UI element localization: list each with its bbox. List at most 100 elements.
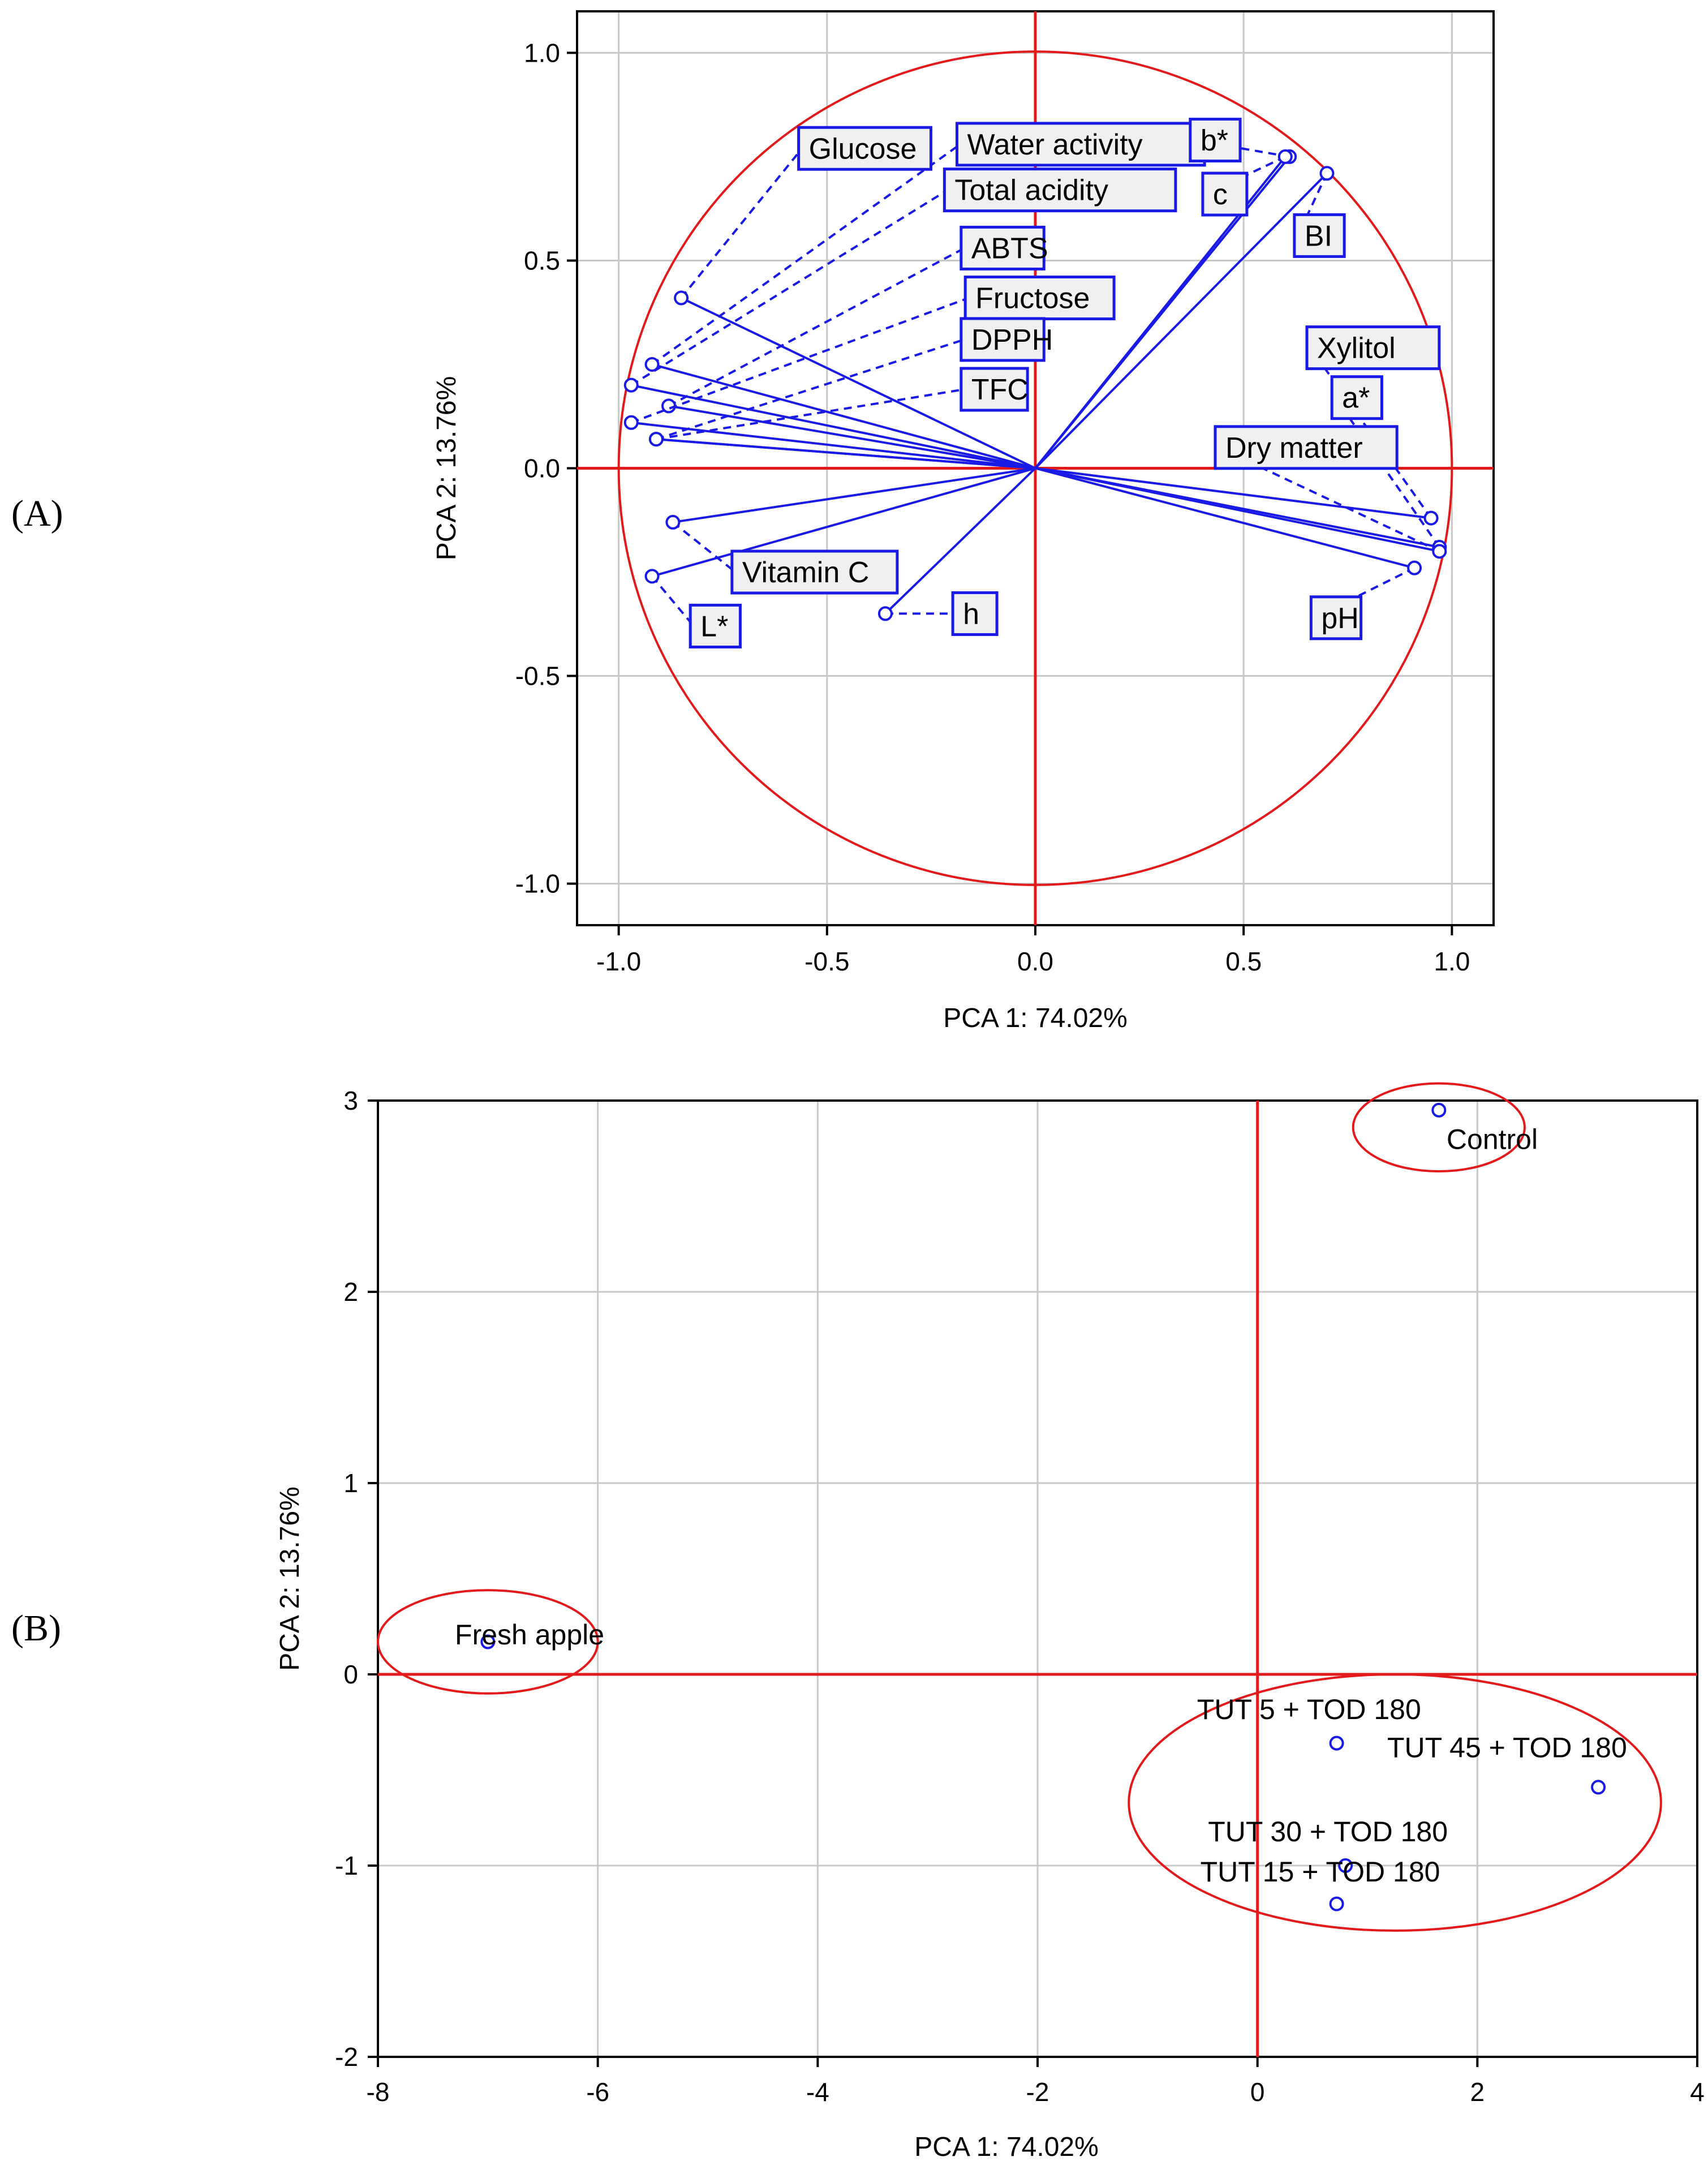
loading-label-abts: ABTS [971, 232, 1048, 265]
score-point-fresh-apple [480, 1634, 496, 1649]
leader-line-a [1334, 397, 1440, 548]
loading-point-glucose [674, 290, 689, 306]
leader-line-glucose [680, 147, 803, 299]
loading-point-h [877, 606, 893, 621]
loading-vector-h [884, 467, 1036, 615]
loading-label-fructose: Fructose [975, 282, 1090, 315]
loading-point-l [644, 569, 660, 584]
loading-point-water-activity [644, 356, 660, 372]
loading-vector-water-activity [652, 363, 1036, 470]
leader-line-total-acidity [630, 188, 949, 386]
loading-vector-dry-matter [1035, 467, 1440, 553]
x-tick-label: -4 [806, 2077, 829, 2107]
label-box-vitamin-c [730, 549, 899, 595]
loading-vector-l [652, 467, 1036, 578]
loading-vector-ph [1035, 467, 1415, 569]
y-tick-label: 0.0 [524, 454, 560, 483]
loading-label-tfc: TFC [971, 373, 1029, 406]
y-tick-label: 0 [343, 1660, 358, 1689]
loading-point-vitamin-c [665, 514, 681, 530]
loading-label-glucose: Glucose [809, 132, 917, 165]
loading-label-dry-matter: Dry matter [1225, 432, 1363, 465]
x-tick-label: 0.0 [1017, 947, 1053, 976]
group-ellipse-control [1352, 1082, 1526, 1173]
loading-label-l: L* [700, 610, 728, 643]
y-tick-label: -0.5 [515, 661, 560, 691]
score-point-tut-5-tod-180 [1329, 1735, 1344, 1751]
score-label-tut-30-tod-180: TUT 30 + TOD 180 [1208, 1816, 1448, 1848]
loading-point-bi [1319, 166, 1335, 181]
y-tick-label: 3 [343, 1086, 358, 1115]
label-box-a [1330, 375, 1383, 420]
loading-label-bi: BI [1305, 220, 1332, 252]
loading-label-vitamin-c: Vitamin C [742, 556, 869, 589]
score-label-fresh-apple: Fresh apple [455, 1619, 604, 1651]
loading-point-dry-matter [1432, 544, 1447, 559]
x-tick-label: -2 [1026, 2077, 1049, 2107]
loading-vector-xylitol [1035, 467, 1431, 519]
loading-point-fructose [623, 415, 639, 430]
x-tick-label: 1.0 [1434, 947, 1470, 976]
loading-label-h: h [963, 598, 979, 630]
label-box-ph [1309, 595, 1363, 641]
label-box-bi [1293, 213, 1346, 258]
y-axis-title: PCA 2: 13.76% [432, 376, 462, 561]
loading-point-c [1277, 149, 1293, 164]
y-tick-label: 1 [343, 1468, 358, 1498]
score-label-tut-5-tod-180: TUT 5 + TOD 180 [1197, 1694, 1421, 1725]
loading-label-c: c [1213, 178, 1228, 211]
label-box-l [689, 603, 742, 648]
x-tick-label: -8 [367, 2077, 390, 2107]
loading-vector-vitamin-c [673, 467, 1036, 523]
group-ellipse-fresh-apple [377, 1589, 599, 1695]
pca-loading-chart: -1.0 -0.5 0.0 0.5 1.0 -1.0 -0.5 0.0 0.5 1.0 PCA 1:… [432, 10, 1495, 1033]
label-box-glucose [797, 126, 932, 171]
label-box-dry-matter [1214, 425, 1399, 470]
y-tick-label: -1 [335, 1851, 358, 1880]
label-box-b [1189, 118, 1242, 163]
panel-letter-b: (B) [11, 1608, 61, 1649]
x-tick-label: 2 [1470, 2077, 1485, 2107]
loading-vector-total-acidity [631, 384, 1036, 470]
loading-vector-tfc [656, 438, 1036, 470]
loading-point-tfc [648, 432, 664, 447]
loading-point-total-acidity [623, 377, 639, 393]
label-box-abts [960, 225, 1046, 270]
loading-label-b: b* [1201, 124, 1228, 157]
loading-label-a: a* [1342, 382, 1370, 415]
x-tick-label: 0 [1250, 2077, 1265, 2107]
score-point-control [1431, 1102, 1447, 1118]
leader-line-ph [1314, 566, 1415, 619]
y-tick-label: -2 [335, 2042, 358, 2072]
x-tick-label: 0.5 [1225, 947, 1262, 976]
score-label-control: Control [1447, 1124, 1538, 1155]
loading-label-ph: pH [1321, 602, 1358, 635]
loading-point-xylitol [1423, 510, 1439, 526]
leader-line-l [651, 575, 695, 627]
leader-line-abts [668, 247, 965, 407]
score-point-tut-30-tod-180 [1338, 1858, 1353, 1873]
leader-line-water-activity [651, 143, 961, 366]
panel-letter-a: (A) [11, 493, 63, 534]
score-label-tut-15-tod-180: TUT 15 + TOD 180 [1201, 1856, 1440, 1888]
score-point-tut-15-tod-180 [1329, 1896, 1344, 1911]
y-axis-title: PCA 2: 13.76% [275, 1486, 305, 1671]
loading-label-xylitol: Xylitol [1317, 332, 1396, 365]
y-tick-label: 0.5 [524, 246, 560, 275]
label-box-h [951, 591, 999, 636]
loading-vector-bi [1034, 172, 1328, 469]
y-tick-label: 2 [343, 1277, 358, 1307]
label-box-c [1201, 171, 1249, 217]
label-box-fructose [963, 276, 1116, 321]
x-tick-label: 4 [1690, 2077, 1705, 2107]
loading-point-ph [1407, 560, 1422, 575]
label-box-total-acidity [943, 167, 1177, 213]
loading-vector-glucose [681, 297, 1036, 470]
label-box-tfc [960, 367, 1029, 412]
leader-line-fructose [631, 297, 969, 424]
leader-line-xylitol [1309, 347, 1432, 519]
loading-vector-abts [668, 405, 1036, 470]
x-tick-label: -0.5 [804, 947, 849, 976]
y-tick-label: 1.0 [524, 38, 560, 67]
